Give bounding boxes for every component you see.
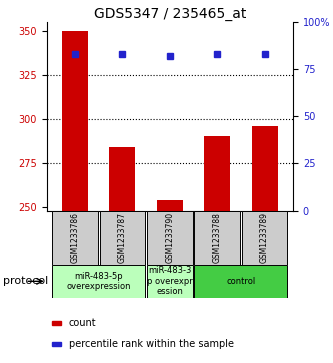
Bar: [62, 30, 88, 211]
Bar: [52, 321, 61, 325]
FancyBboxPatch shape: [147, 265, 192, 298]
Text: GSM1233787: GSM1233787: [118, 212, 127, 263]
Text: count: count: [69, 318, 97, 328]
Text: control: control: [226, 277, 255, 286]
Text: miR-483-3
p overexpr
ession: miR-483-3 p overexpr ession: [147, 266, 193, 296]
FancyBboxPatch shape: [52, 211, 98, 265]
FancyBboxPatch shape: [194, 211, 240, 265]
Text: GSM1233786: GSM1233786: [71, 212, 80, 263]
Bar: [52, 342, 61, 346]
Bar: [251, 126, 278, 211]
Bar: [204, 136, 230, 211]
FancyBboxPatch shape: [194, 265, 287, 298]
Text: GSM1233790: GSM1233790: [165, 212, 174, 263]
Text: GSM1233789: GSM1233789: [260, 212, 269, 263]
FancyBboxPatch shape: [147, 211, 192, 265]
FancyBboxPatch shape: [100, 211, 145, 265]
Text: percentile rank within the sample: percentile rank within the sample: [69, 339, 234, 349]
FancyBboxPatch shape: [242, 211, 287, 265]
Bar: [157, 200, 183, 211]
Bar: [110, 147, 136, 211]
Text: GSM1233788: GSM1233788: [213, 212, 222, 263]
Text: miR-483-5p
overexpression: miR-483-5p overexpression: [67, 272, 131, 291]
Text: protocol: protocol: [3, 276, 49, 286]
FancyBboxPatch shape: [52, 265, 145, 298]
Title: GDS5347 / 235465_at: GDS5347 / 235465_at: [94, 7, 246, 21]
